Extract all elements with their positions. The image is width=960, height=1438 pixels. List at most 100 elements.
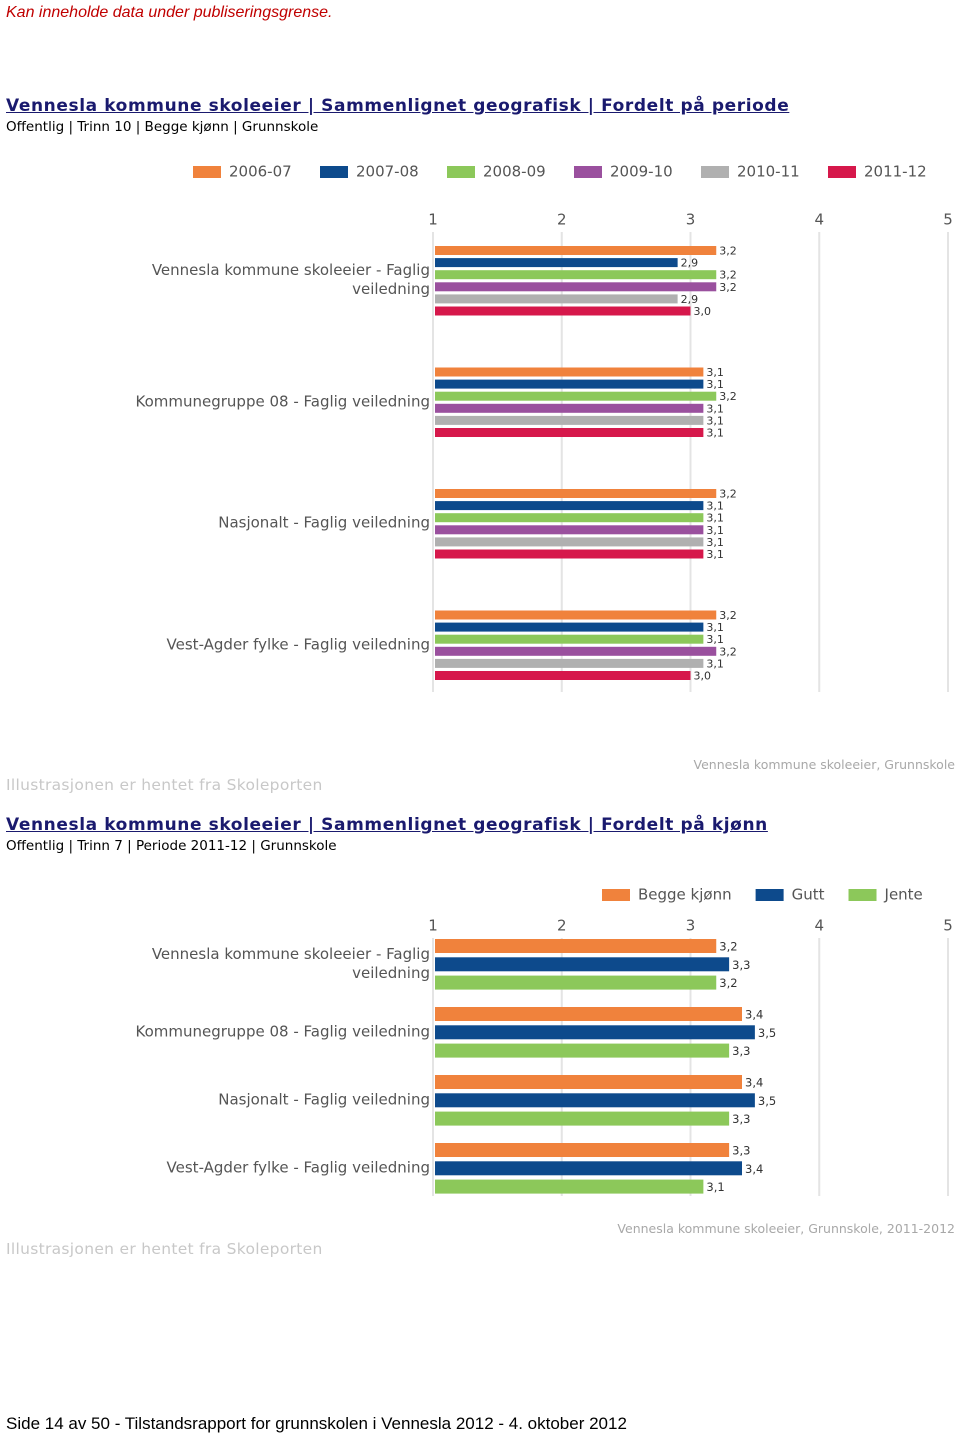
value-label: 3,0 bbox=[694, 670, 712, 683]
x-tick-label: 2 bbox=[557, 211, 567, 229]
bar bbox=[435, 391, 717, 401]
x-tick-label: 4 bbox=[814, 917, 824, 935]
caption: Illustrasjonen er hentet fra Skoleporten bbox=[6, 1240, 323, 1258]
bar bbox=[435, 1179, 704, 1194]
value-label: 3,3 bbox=[732, 1112, 750, 1126]
bar bbox=[435, 501, 704, 511]
bar bbox=[435, 415, 704, 425]
caption: Illustrasjonen er hentet fra Skoleporten bbox=[6, 776, 323, 794]
category-label: Kommunegruppe 08 - Faglig veiledning bbox=[135, 1022, 431, 1041]
value-label: 3,1 bbox=[706, 536, 724, 549]
value-label: 3,5 bbox=[758, 1094, 776, 1108]
footer: Side 14 av 50 - Tilstandsrapport for gru… bbox=[6, 1414, 627, 1433]
legend-label: Begge kjønn bbox=[638, 886, 732, 904]
chart-subtitle: Offentlig | Trinn 7 | Periode 2011-12 | … bbox=[6, 838, 337, 854]
value-label: 3,4 bbox=[745, 1162, 763, 1176]
bar bbox=[435, 258, 678, 268]
legend-label: 2008-09 bbox=[483, 163, 546, 181]
value-label: 3,2 bbox=[719, 940, 737, 954]
value-label: 3,2 bbox=[719, 245, 737, 258]
legend-swatch bbox=[848, 889, 877, 901]
x-tick-label: 2 bbox=[557, 917, 567, 935]
chart-title: Vennesla kommune skoleeier | Sammenligne… bbox=[6, 96, 790, 116]
value-label: 3,3 bbox=[732, 1044, 750, 1058]
bar bbox=[435, 1007, 742, 1021]
category-label: Kommunegruppe 08 - Faglig veiledning bbox=[135, 392, 431, 411]
value-label: 3,2 bbox=[719, 976, 737, 990]
category-label: Nasjonalt - Faglig veiledning bbox=[218, 513, 430, 532]
bar bbox=[435, 939, 717, 953]
bar bbox=[435, 658, 704, 668]
bar bbox=[435, 671, 691, 680]
value-label: 3,3 bbox=[732, 958, 750, 972]
value-label: 3,2 bbox=[719, 609, 737, 622]
legend-label: Gutt bbox=[792, 886, 825, 904]
chart-subtitle: Offentlig | Trinn 10 | Begge kjønn | Gru… bbox=[6, 119, 319, 135]
bar bbox=[435, 610, 717, 620]
bar bbox=[435, 1093, 755, 1108]
watermark: Vennesla kommune skoleeier, Grunnskole bbox=[693, 757, 956, 772]
legend-swatch bbox=[574, 166, 602, 178]
value-label: 3,1 bbox=[706, 512, 724, 525]
bar bbox=[435, 379, 704, 389]
category-label: Vennesla kommune skoleeier - Faglig veil… bbox=[151, 945, 430, 983]
value-label: 2,9 bbox=[681, 293, 699, 306]
legend-swatch bbox=[193, 166, 221, 178]
bar bbox=[435, 1161, 742, 1176]
bar bbox=[435, 1025, 755, 1040]
bar bbox=[435, 270, 717, 280]
legend-label: 2010-11 bbox=[737, 163, 800, 181]
bar bbox=[435, 403, 704, 413]
value-label: 3,3 bbox=[732, 1144, 750, 1158]
legend-label: 2006-07 bbox=[229, 163, 292, 181]
bar bbox=[435, 1111, 730, 1126]
bar bbox=[435, 282, 717, 292]
bar bbox=[435, 1075, 742, 1089]
value-label: 3,1 bbox=[706, 366, 724, 379]
legend-swatch bbox=[320, 166, 348, 178]
legend-swatch bbox=[755, 889, 784, 901]
notice: Kan inneholde data under publiseringsgre… bbox=[6, 4, 333, 21]
legend-label: 2007-08 bbox=[356, 163, 419, 181]
bar bbox=[435, 525, 704, 535]
bar bbox=[435, 975, 717, 990]
x-tick-label: 5 bbox=[943, 917, 953, 935]
category-label: Vennesla kommune skoleeier - Faglig veil… bbox=[151, 261, 430, 299]
bar bbox=[435, 246, 717, 255]
category-label: Vest-Agder fylke - Faglig veiledning bbox=[166, 635, 430, 654]
x-tick-label: 5 bbox=[943, 211, 953, 229]
bar bbox=[435, 634, 704, 644]
value-label: 3,1 bbox=[706, 524, 724, 537]
bar bbox=[435, 537, 704, 547]
legend-swatch bbox=[828, 166, 856, 178]
x-tick-label: 3 bbox=[686, 211, 696, 229]
x-tick-label: 1 bbox=[428, 917, 438, 935]
x-tick-label: 3 bbox=[686, 917, 696, 935]
chart-title: Vennesla kommune skoleeier | Sammenligne… bbox=[6, 815, 768, 835]
value-label: 3,1 bbox=[706, 657, 724, 670]
value-label: 3,2 bbox=[719, 281, 737, 294]
legend-swatch bbox=[602, 889, 630, 901]
legend-swatch bbox=[701, 166, 729, 178]
legend-label: 2009-10 bbox=[610, 163, 673, 181]
x-tick-label: 1 bbox=[428, 211, 438, 229]
value-label: 3,1 bbox=[706, 548, 724, 561]
bar bbox=[435, 1143, 730, 1157]
bar bbox=[435, 428, 704, 437]
value-label: 3,2 bbox=[719, 269, 737, 282]
value-label: 3,2 bbox=[719, 488, 737, 501]
bar bbox=[435, 294, 678, 304]
category-label: Nasjonalt - Faglig veiledning bbox=[218, 1090, 430, 1109]
value-label: 2,9 bbox=[681, 257, 699, 270]
value-label: 3,1 bbox=[706, 427, 724, 440]
watermark: Vennesla kommune skoleeier, Grunnskole, … bbox=[617, 1221, 955, 1236]
bar bbox=[435, 513, 704, 523]
value-label: 3,2 bbox=[719, 645, 737, 658]
value-label: 3,5 bbox=[758, 1026, 776, 1040]
value-label: 3,1 bbox=[706, 378, 724, 391]
legend-swatch bbox=[447, 166, 475, 178]
bar bbox=[435, 367, 704, 377]
category-label: Vest-Agder fylke - Faglig veiledning bbox=[166, 1158, 430, 1177]
